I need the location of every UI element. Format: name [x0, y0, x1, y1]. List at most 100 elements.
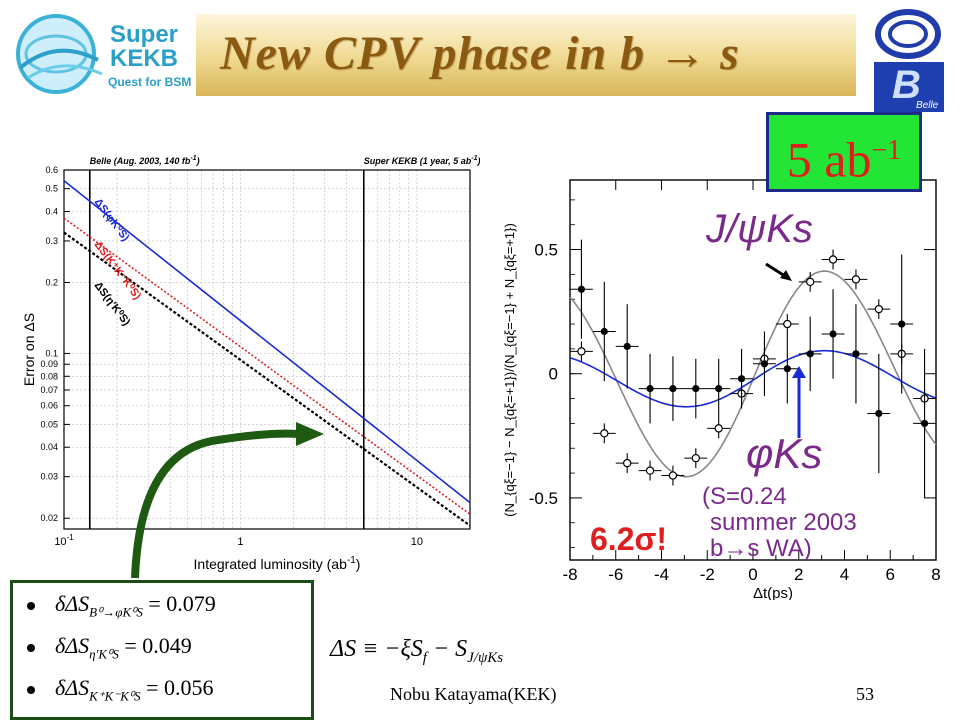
significance-label: 6.2σ! [590, 521, 667, 557]
marker-label-end: ) [196, 156, 200, 166]
title-band [196, 14, 856, 96]
phiks-point [577, 285, 586, 293]
y-tick-label: 0.03 [40, 472, 58, 482]
chart-series [63, 170, 471, 529]
y-tick-label: 0.3 [45, 236, 58, 246]
jpsiks-point [691, 453, 701, 463]
jpsiks-point [577, 347, 586, 356]
phiks-point [783, 365, 791, 373]
phiks-point [806, 350, 814, 358]
x-tick-label: 8 [931, 565, 940, 584]
jpsiks-point [714, 424, 723, 433]
y-tick-label: 0.2 [45, 277, 58, 287]
superkekb-logo: Super KEKB Quest for BSM [6, 8, 202, 98]
phiks-point [600, 327, 608, 336]
phiks-point [623, 342, 631, 351]
x-tick-label: 10 [411, 536, 423, 548]
wa-line-2: summer 2003 [710, 509, 857, 536]
phiks-point [715, 385, 723, 393]
chart-labels: -8 -6 -4 -2 0 2 4 6 8 0.5 0 -0.5 Δt(ps) (N_{qξ=−1} − … [502, 207, 941, 600]
jpsiks-point [805, 277, 815, 287]
formula-row-phiks: δΔSB⁰→φK⁰S = 0.079 [27, 591, 216, 620]
marker-label-exponent: -1 [471, 155, 477, 162]
x-tick-label: -4 [654, 565, 669, 584]
marker-label-end: ) [477, 156, 480, 166]
x-axis-label-end: ) [356, 556, 361, 572]
x-axis-label-exponent: -1 [347, 555, 356, 566]
wa-line-1: (S=0.24 [702, 483, 787, 510]
phiks-point [852, 350, 860, 358]
phiks-point [920, 419, 929, 427]
bullet-icon [27, 643, 35, 652]
formula-symbol: δΔS [55, 633, 90, 658]
formula-value: = 0.056 [146, 675, 214, 700]
x-tick-label: 1 [237, 536, 243, 548]
luminosity-exponent: −1 [871, 135, 902, 166]
y-tick-label: -0.5 [529, 489, 558, 508]
wa-line-3: b→s WA) [710, 535, 812, 562]
x-axis-label: Δt(ps) [753, 585, 793, 600]
y-axis-label: Error on ΔS [21, 313, 37, 386]
series-line [63, 180, 471, 504]
delta-s-definition: ΔS ≡ −ξSf − SJ/ψKs [330, 636, 503, 667]
formula-symbol: δΔS [55, 675, 90, 700]
chart-axes [569, 179, 937, 561]
jpsiks-point [645, 466, 655, 475]
x-tick-label: -2 [700, 565, 715, 584]
series-label: ΔS(φK⁰S) [92, 196, 132, 244]
phiks-label: φKs [746, 430, 822, 477]
y-tick-label: 0.5 [534, 241, 558, 260]
marker-label-exponent: -1 [190, 155, 196, 162]
phiks-point [737, 375, 746, 383]
y-tick-label: 0.04 [40, 442, 58, 452]
formula-value: = 0.079 [148, 591, 216, 616]
formula-box: δΔSB⁰→φK⁰S = 0.079 δΔSη′K⁰S = 0.049 δΔSK… [10, 580, 314, 720]
phiks-point [875, 409, 883, 418]
definition-sub-jpsiks: J/ψKs [467, 649, 504, 666]
logo-text-super: Super [110, 21, 178, 48]
formula-sub: η′K⁰S [89, 646, 119, 662]
jpsiks-point [828, 255, 838, 264]
bullet-icon [27, 685, 35, 694]
series-line [63, 231, 471, 527]
jpsiks-arrow-head [780, 270, 792, 281]
x-axis-label: Integrated luminosity (ab-1) [194, 555, 361, 572]
phiks-arrow-head [792, 366, 806, 378]
y-tick-label: 0.5 [45, 184, 58, 194]
fit-curve [569, 349, 937, 408]
x-tick-exponent: -1 [67, 533, 75, 542]
page-title: New CPV phase in b → s [220, 27, 740, 80]
formula-row-kkks: δΔSK⁺K⁻K⁰S = 0.056 [27, 675, 214, 704]
formula-sub: K⁺K⁻K⁰S [89, 688, 141, 704]
luminosity-badge: 5 ab−1 [766, 112, 922, 192]
asymmetry-vs-dt-chart: -8 -6 -4 -2 0 2 4 6 8 0.5 0 -0.5 Δt(ps) (N_{qξ=−1} − … [502, 179, 941, 600]
phiks-point [692, 385, 700, 393]
belle-logo-label: Belle [916, 100, 939, 111]
x-tick-label: -8 [562, 565, 577, 584]
data-points [570, 239, 936, 498]
x-tick-label: 0 [748, 565, 757, 584]
logo-text-kekb: KEKB [110, 45, 178, 72]
y-tick-label: 0.08 [40, 371, 58, 381]
chart-grid [63, 169, 471, 529]
luminosity-marker-label: Belle (Aug. 2003, 140 fb-1) [90, 155, 200, 166]
x-tick-label: 4 [840, 565, 849, 584]
y-tick-label: 0.4 [45, 207, 58, 217]
x-tick-label: 10-1 [54, 533, 74, 548]
x-tick-label: 6 [886, 565, 895, 584]
svg-text:B: B [892, 63, 921, 107]
y-tick-label: 0.1 [45, 348, 58, 358]
y-tick-label: 0.07 [40, 385, 58, 395]
jpsiks-point [783, 319, 792, 329]
jpsiks-point [874, 304, 884, 314]
phiks-point [898, 320, 906, 328]
error-vs-luminosity-chart: 0.6 0.5 0.4 0.3 0.2 0.10.09 0.08 0.07 0.06 0.05 0.… [21, 155, 480, 572]
formula-row-etapks: δΔSη′K⁰S = 0.049 [27, 633, 192, 662]
x-tick-label: -6 [608, 565, 623, 584]
jpsiks-point [668, 471, 678, 480]
belle-logo: B Belle [866, 8, 956, 114]
formula-value: = 0.049 [124, 633, 192, 658]
jpsiks-point [600, 429, 609, 438]
formula-sub: B⁰→φK⁰S [89, 604, 143, 620]
jpsiks-point [622, 458, 632, 468]
